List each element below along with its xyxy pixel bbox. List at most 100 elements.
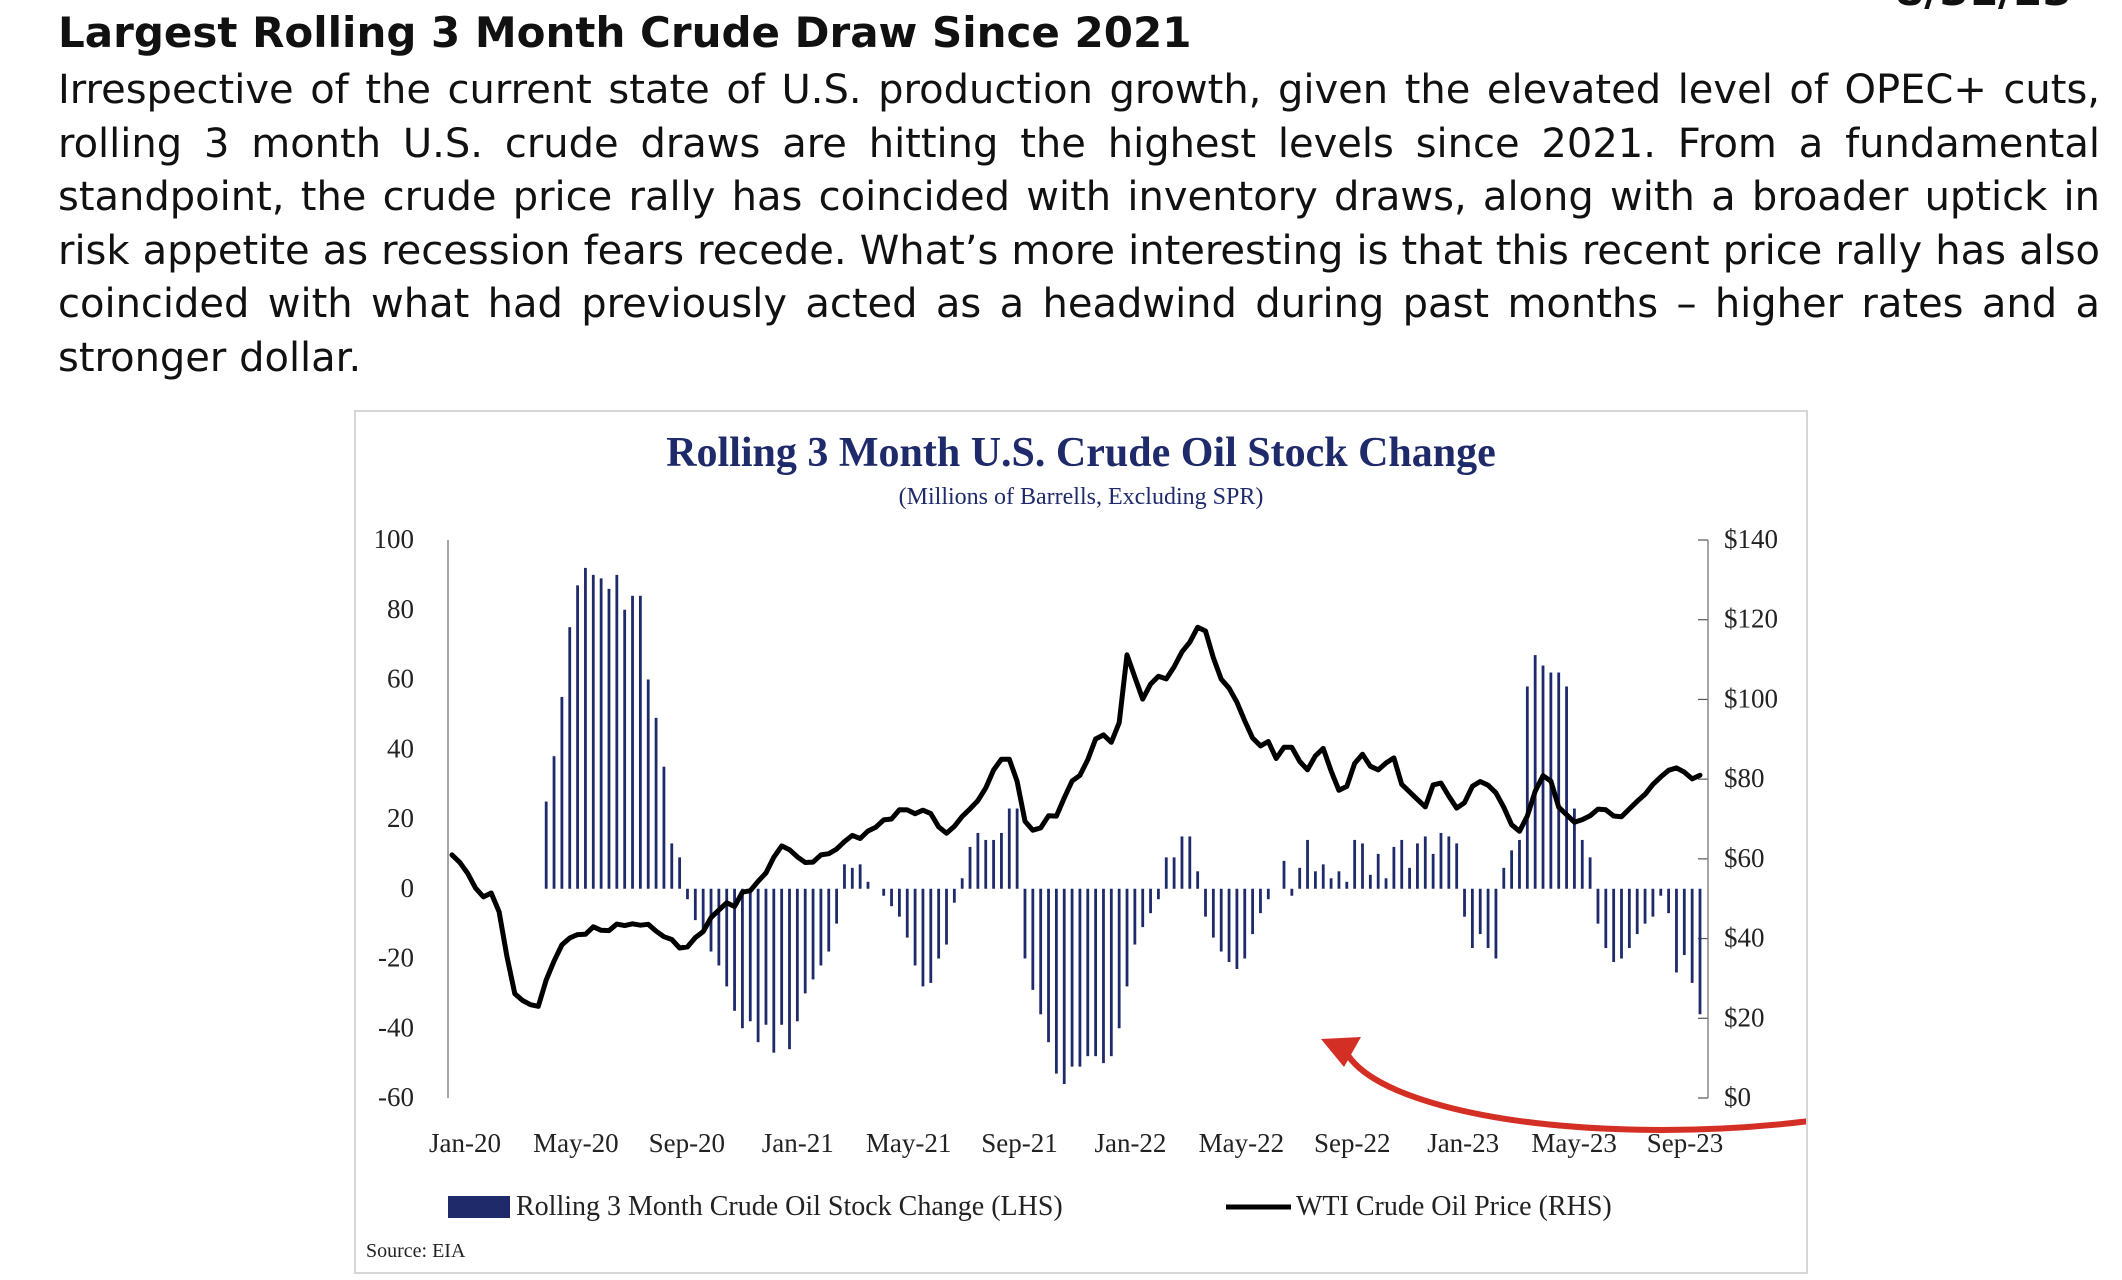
bar	[615, 574, 619, 889]
x-tick-label: Sep-20	[649, 1128, 726, 1158]
bar	[1164, 857, 1168, 889]
bar	[1408, 867, 1411, 889]
bar	[686, 888, 689, 900]
bar	[1557, 672, 1561, 889]
bar	[1007, 808, 1011, 889]
bar-series	[544, 567, 1702, 1085]
bar	[1031, 888, 1035, 990]
bar	[1290, 888, 1294, 896]
bar	[1416, 843, 1419, 889]
bar	[1620, 888, 1623, 959]
bar	[646, 679, 650, 889]
bar	[1376, 853, 1380, 889]
bar	[638, 595, 642, 889]
bar	[764, 888, 768, 1025]
bar	[1313, 871, 1317, 889]
bar	[1400, 839, 1404, 889]
bar	[897, 888, 901, 917]
x-tick-label: Sep-21	[981, 1128, 1057, 1158]
bar	[976, 832, 980, 889]
bar	[992, 839, 995, 889]
bar	[772, 888, 776, 1053]
bar	[780, 888, 784, 1025]
y-right-tick-label: $120	[1724, 604, 1778, 634]
y-right-tick-label: $100	[1724, 683, 1778, 713]
bar	[1494, 888, 1498, 959]
bar	[1125, 888, 1129, 987]
y-right-tick-label: $20	[1724, 1002, 1765, 1032]
bar	[1604, 888, 1608, 949]
bar	[795, 888, 799, 1022]
bar	[1353, 839, 1357, 889]
y-right-tick-label: $0	[1724, 1082, 1751, 1112]
bar	[693, 888, 697, 921]
y-left-tick-label: 60	[387, 664, 414, 694]
bar	[1431, 853, 1435, 889]
bar	[1000, 832, 1003, 889]
legend-bar-label: Rolling 3 Month Crude Oil Stock Change (…	[516, 1191, 1063, 1222]
bar	[1251, 888, 1255, 935]
bar	[1682, 888, 1686, 956]
bar	[960, 878, 964, 889]
bar	[1470, 888, 1474, 949]
bar	[1070, 888, 1074, 1067]
bar	[1015, 808, 1019, 889]
bar	[544, 801, 548, 889]
bar	[1455, 843, 1459, 889]
bar	[591, 574, 595, 889]
legend: Rolling 3 Month Crude Oil Stock Change (…	[448, 1191, 1612, 1222]
bar	[631, 595, 634, 889]
bar	[921, 888, 925, 987]
bar	[835, 888, 839, 924]
bar	[1047, 888, 1050, 1043]
y-right-tick-label: $40	[1724, 923, 1765, 953]
y-right-tick-label: $60	[1724, 843, 1765, 873]
bar	[984, 839, 988, 889]
bar	[1698, 888, 1702, 1015]
x-tick-label: Jan-22	[1094, 1128, 1166, 1158]
bar	[748, 888, 752, 1022]
y-left-tick-label: -60	[378, 1082, 414, 1112]
bar	[1478, 888, 1482, 935]
y-left-tick-label: 100	[374, 524, 415, 554]
bar	[1368, 874, 1372, 889]
bar	[1196, 871, 1200, 889]
bar	[1588, 857, 1592, 889]
bar	[1345, 881, 1349, 889]
chart-subtitle: (Millions of Barrells, Excluding SPR)	[899, 484, 1264, 510]
bar	[701, 888, 705, 931]
bar	[568, 627, 572, 889]
bar	[1525, 686, 1529, 889]
date-fragment: 8/31/23	[1895, 0, 2072, 15]
x-tick-label: Jan-23	[1427, 1128, 1499, 1158]
bar	[1227, 888, 1231, 962]
bar	[607, 588, 611, 889]
body-paragraph: Irrespective of the current state of U.S…	[58, 67, 2100, 381]
bar	[1141, 888, 1145, 928]
bar	[1627, 888, 1631, 949]
bar	[678, 857, 682, 889]
bar	[733, 888, 736, 1011]
bar	[1094, 888, 1098, 1057]
bar	[662, 766, 666, 889]
bar	[1439, 832, 1443, 889]
bar	[1180, 836, 1184, 889]
bar	[788, 888, 791, 1050]
bar	[1298, 867, 1302, 889]
bar	[1306, 839, 1309, 889]
x-tick-label: Sep-22	[1314, 1128, 1391, 1158]
y-left-tick-label: -20	[378, 943, 414, 973]
y-right-tick-label: $80	[1724, 763, 1765, 793]
bar	[1392, 846, 1396, 889]
bar	[1109, 888, 1113, 1057]
bar	[560, 696, 564, 889]
line-series	[449, 624, 1703, 1009]
bar	[937, 888, 941, 959]
bar	[1219, 888, 1223, 952]
bar	[1463, 888, 1466, 917]
x-tick-label: Sep-23	[1647, 1128, 1724, 1158]
bar	[1447, 836, 1451, 889]
bar	[1690, 888, 1694, 983]
bar	[1337, 871, 1341, 889]
wti-price-line	[449, 624, 1703, 1009]
